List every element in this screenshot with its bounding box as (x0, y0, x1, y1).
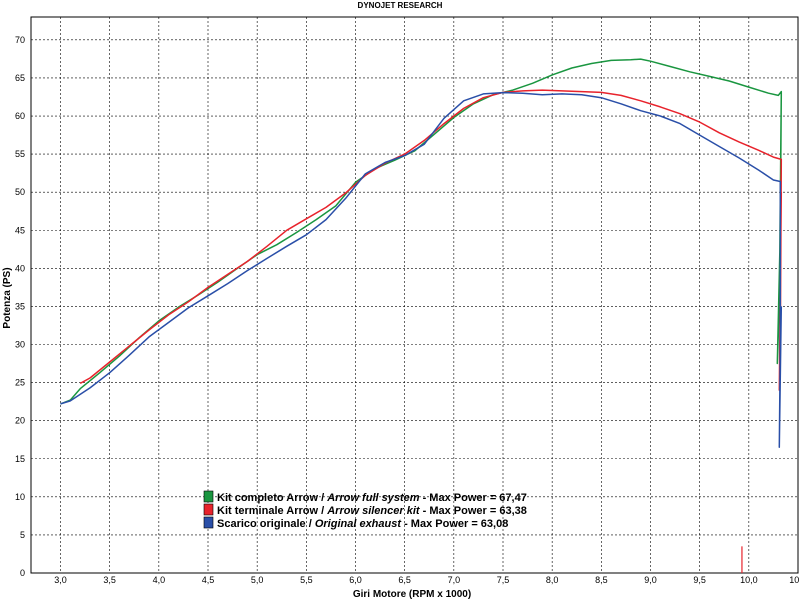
legend-swatch-1 (203, 503, 214, 516)
series-line-2 (60, 91, 783, 449)
y-tick-14: 70 (15, 35, 25, 45)
legend-entry-2: Scarico originale / Original exhaust - M… (217, 518, 508, 530)
legend-prefix-0: Kit completo Arrow / (217, 492, 327, 504)
x-tick-7: 6,5 (398, 575, 411, 585)
y-tick-10: 50 (15, 187, 25, 197)
chart-title: DYNOJET RESEARCH (358, 1, 443, 10)
legend-italic-2: Original exhaust (315, 518, 403, 530)
x-tick-12: 9,0 (644, 575, 657, 585)
x-tick-13: 9,5 (693, 575, 706, 585)
x-tick-8: 7,0 (448, 575, 461, 585)
legend-suffix-1: - Max Power = 63,38 (420, 505, 527, 517)
y-tick-2: 10 (15, 492, 25, 502)
y-axis-label: Potenza (PS) (2, 267, 13, 328)
y-tick-5: 25 (15, 378, 25, 388)
legend-entry-0: Kit completo Arrow / Arrow full system -… (217, 492, 527, 504)
x-tick-1: 3,5 (103, 575, 116, 585)
y-tick-12: 60 (15, 111, 25, 121)
x-tick-10: 8,0 (546, 575, 559, 585)
legend-suffix-0: - Max Power = 67,47 (420, 492, 527, 504)
x-axis-label: Giri Motore (RPM x 1000) (353, 589, 471, 600)
legend-swatch-2 (203, 516, 214, 529)
y-tick-1: 5 (20, 530, 25, 540)
x-tick-5: 5,5 (300, 575, 313, 585)
y-tick-13: 65 (15, 73, 25, 83)
legend: Kit completo Arrow / Arrow full system -… (203, 490, 527, 530)
x-tick-14: 10,0 (740, 575, 758, 585)
series-lines (60, 58, 783, 449)
x-tick-3: 4,5 (202, 575, 215, 585)
x-tick-9: 7,5 (497, 575, 510, 585)
x-tick-labels: 3,0 3,5 4,0 4,5 5,0 5,5 6,0 6,5 7,0 7,5 8,0 8,5 9,0 9… (54, 575, 800, 585)
y-tick-8: 40 (15, 263, 25, 273)
x-tick-11: 8,5 (595, 575, 608, 585)
x-tick-2: 4,0 (153, 575, 166, 585)
plot-area (30, 16, 799, 574)
y-tick-6: 30 (15, 340, 25, 350)
legend-prefix-2: Scarico originale / (217, 518, 315, 530)
y-tick-4: 20 (15, 416, 25, 426)
x-tick-4: 5,0 (251, 575, 264, 585)
legend-suffix-2: - Max Power = 63,08 (401, 518, 508, 530)
x-tick-15: 10,5 (789, 575, 800, 585)
y-tick-9: 45 (15, 225, 25, 235)
x-tick-0: 3,0 (54, 575, 67, 585)
y-tick-3: 15 (15, 454, 25, 464)
y-tick-0: 0 (20, 568, 25, 578)
legend-italic-1: Arrow silencer kit (326, 505, 421, 517)
y-tick-labels: 0 5 10 15 20 25 30 35 40 45 50 55 60 65 70 (15, 35, 25, 578)
x-tick-6: 6,0 (349, 575, 362, 585)
y-tick-7: 35 (15, 301, 25, 311)
legend-prefix-1: Kit terminale Arrow / (217, 505, 327, 517)
y-tick-11: 55 (15, 149, 25, 159)
legend-entry-1: Kit terminale Arrow / Arrow silencer kit… (217, 505, 527, 517)
legend-swatch-0 (203, 490, 214, 503)
series-line-1 (79, 89, 783, 391)
legend-italic-0: Arrow full system (326, 492, 420, 504)
